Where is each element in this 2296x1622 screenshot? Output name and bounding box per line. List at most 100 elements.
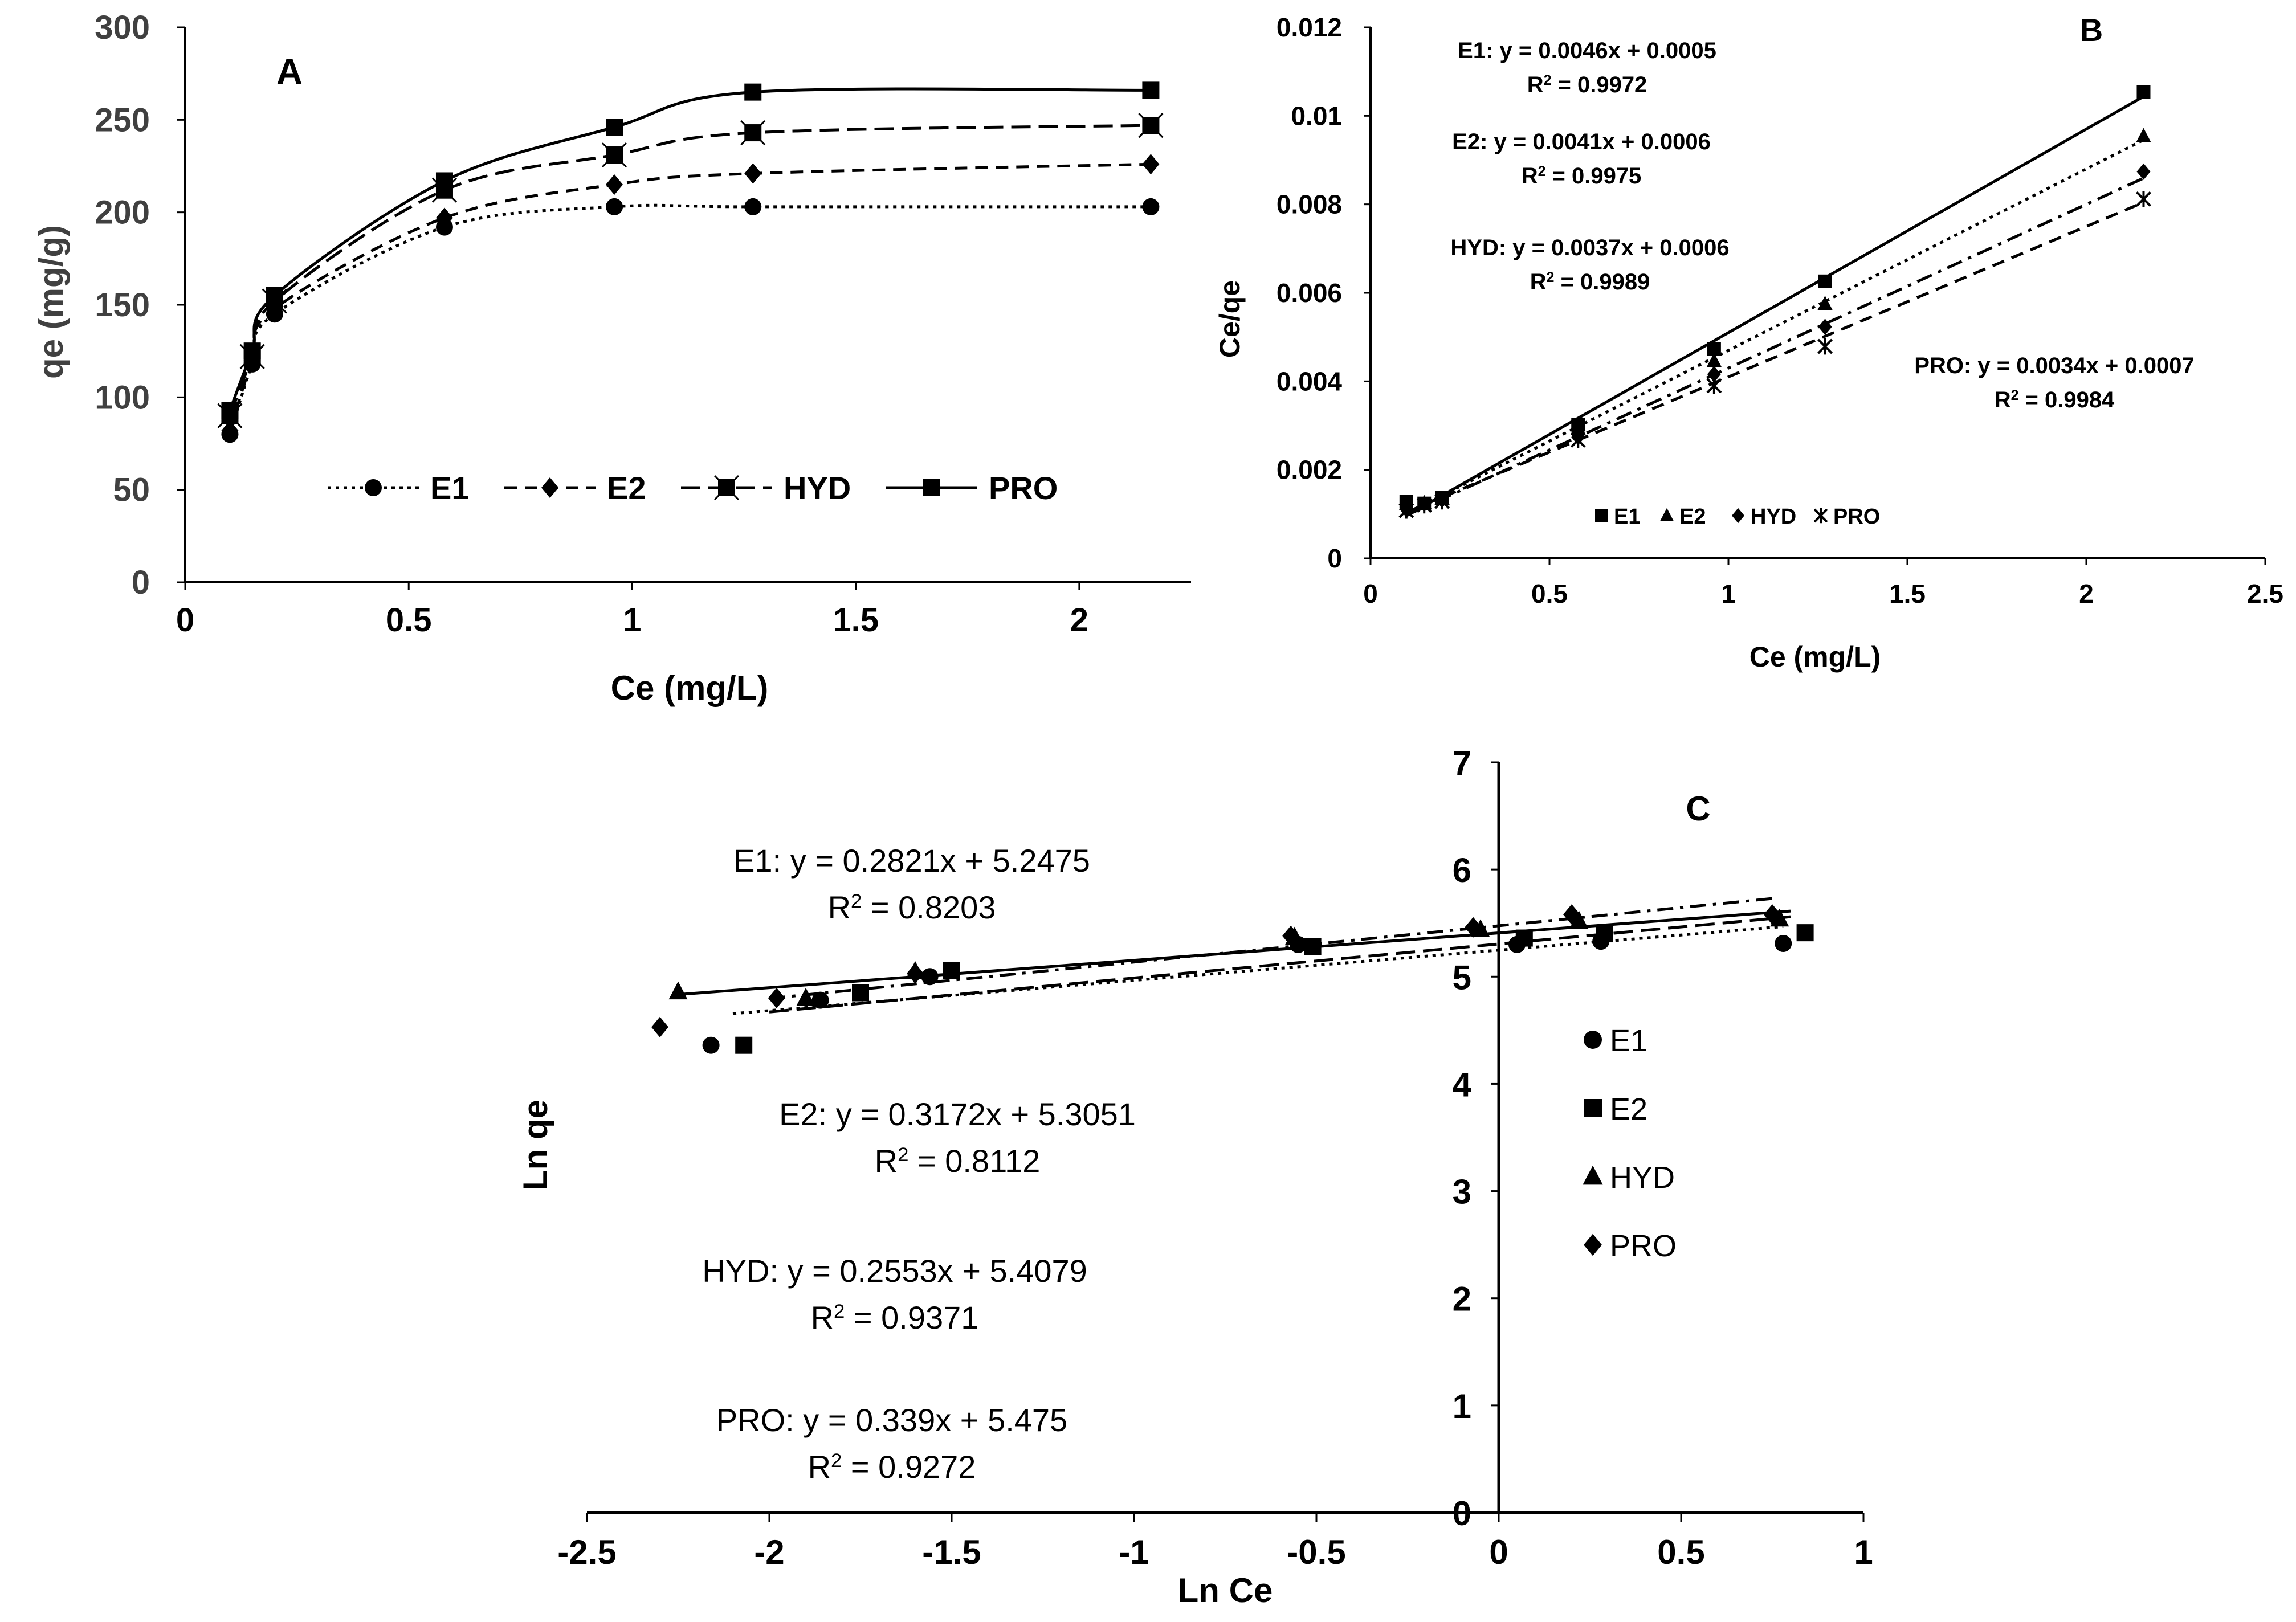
panel-c-point-e2 — [1796, 924, 1814, 942]
panel-c-equation-pro: PRO: y = 0.339x + 5.475 — [716, 1402, 1067, 1438]
panel-c-x-tick-label: -1 — [1119, 1533, 1149, 1571]
panel-c-x-tick-label: -0.5 — [1287, 1533, 1345, 1571]
panel-b-y-tick-label: 0.01 — [1291, 101, 1342, 130]
panel-b-legend-label-e2: E2 — [1679, 505, 1706, 529]
panel-c-x-tick-label: -2 — [754, 1533, 784, 1571]
panel-b-x-tick-label: 2.5 — [2247, 579, 2283, 608]
panel-c-point-hyd — [1770, 908, 1789, 927]
panel-a-legend-marker — [541, 477, 558, 498]
panel-b-x-axis-label: Ce (mg/L) — [1749, 641, 1881, 673]
panel-b-point-hyd — [1818, 318, 1832, 336]
panel-b-point-pro — [1434, 493, 1450, 510]
panel-c-point-pro — [1563, 904, 1580, 925]
panel-c-y-tick-label: 5 — [1453, 958, 1471, 996]
panel-c-legend-marker — [1584, 1031, 1602, 1049]
panel-b-point-hyd — [1707, 366, 1721, 383]
panel-a-x-tick-label: 0.5 — [386, 602, 432, 639]
panel-a-series-line-e2 — [229, 162, 1151, 431]
panel-b-equation-e2: E2: y = 0.0041x + 0.0006 — [1452, 129, 1711, 154]
panel-c-point-hyd — [1569, 910, 1589, 929]
panel-c-y-tick-label: 0 — [1453, 1494, 1471, 1533]
panel-b-r2-pro: R2 = 0.9984 — [1995, 387, 2115, 412]
panel-a-y-tick-label: 200 — [95, 194, 150, 231]
panel-b-point-pro — [1416, 497, 1432, 514]
panel-b-x-tick-label: 1 — [1721, 579, 1736, 608]
panel-a-series-line-e1 — [229, 203, 1151, 435]
panel-c-legend-label-e2: E2 — [1610, 1092, 1647, 1126]
panel-b-y-tick-label: 0.002 — [1277, 455, 1342, 485]
panel-a-letter: A — [276, 51, 303, 92]
panel-a-legend-label-pro: PRO — [989, 470, 1058, 506]
panel-a-legend-label-hyd: HYD — [784, 470, 851, 506]
panel-b-legend-marker — [1813, 508, 1828, 524]
panel-a-point-e2 — [744, 163, 762, 184]
panel-a-legend-label-e1: E1 — [430, 470, 470, 506]
panel-c-x-tick-label: -1.5 — [922, 1533, 981, 1571]
panel-c-point-e2 — [1304, 938, 1322, 955]
panel-b-legend-marker — [1595, 509, 1608, 522]
panel-c-point-hyd — [796, 987, 815, 1006]
panel-c-x-tick-label: 0.5 — [1657, 1533, 1704, 1571]
panel-c-y-tick-label: 7 — [1453, 744, 1471, 782]
panel-a-y-tick-label: 100 — [95, 379, 150, 416]
panel-c-point-pro — [651, 1016, 668, 1037]
panel-b-y-tick-label: 0.008 — [1277, 190, 1342, 219]
panel-c-point-e2 — [852, 984, 869, 1002]
panel-c-chart: 0 1 2 3 4 5 6 7 -2.5 -2 -1.5 -1 -0.5 0 0.5 1 Ln Ce Ln qe C… — [516, 744, 1873, 1609]
panel-a-y-tick-label: 250 — [95, 101, 150, 138]
panel-c-x-tick-label: 1 — [1854, 1533, 1873, 1571]
panel-c-point-e1 — [702, 1036, 720, 1054]
panel-b-equation-hyd: HYD: y = 0.0037x + 0.0006 — [1450, 235, 1729, 260]
panel-a-legend-marker-cross — [713, 475, 740, 501]
panel-a-chart: 0 50 100 150 200 250 300 0 0.5 1 1.5 2 Ce (mg/L) qe (… — [32, 9, 1191, 707]
panel-b-point-pro — [2136, 190, 2151, 207]
panel-c-point-e1 — [811, 991, 829, 1009]
panel-c-y-axis-label: Ln qe — [516, 1100, 554, 1191]
panel-b-y-tick-label: 0.006 — [1277, 278, 1342, 308]
panel-c-legend-marker — [1584, 1099, 1602, 1117]
panel-c-fit-line-hyd — [769, 915, 1791, 1014]
panel-b-letter: B — [2080, 12, 2103, 48]
panel-c-equation-hyd: HYD: y = 0.2553x + 5.4079 — [702, 1253, 1087, 1289]
panel-a-point-pro — [266, 287, 283, 304]
panel-a-point-hyd-cross — [1138, 113, 1164, 138]
panel-b-legend-marker — [1732, 508, 1744, 524]
panel-c-point-pro — [907, 963, 924, 984]
panel-c-y-tick-label: 6 — [1453, 851, 1471, 889]
panel-c-equation-e2: E2: y = 0.3172x + 5.3051 — [779, 1096, 1136, 1132]
panel-c-legend-label-e1: E1 — [1610, 1024, 1647, 1058]
panel-c-point-pro — [768, 987, 785, 1008]
panel-a-point-pro — [221, 402, 239, 419]
panel-b-point-e2 — [1817, 296, 1833, 310]
panel-a-point-hyd-cross — [602, 142, 627, 168]
panel-a-point-pro — [744, 83, 762, 101]
panel-a-y-tick-label: 150 — [95, 287, 150, 324]
panel-a-x-tick-label: 0 — [176, 602, 194, 639]
panel-b-equation-e1: E1: y = 0.0046x + 0.0005 — [1458, 38, 1716, 63]
panel-c-r2-e1: R2 = 0.8203 — [828, 889, 996, 925]
panel-b-x-tick-label: 1.5 — [1889, 579, 1926, 608]
panel-a-point-pro — [243, 342, 261, 360]
panel-b-x-tick-label: 2 — [2079, 579, 2094, 608]
panel-a-point-hyd-cross — [740, 120, 766, 146]
panel-c-point-e2 — [735, 1036, 753, 1054]
panel-b-point-pro — [1706, 377, 1722, 394]
panel-c-point-e2 — [1515, 929, 1533, 947]
panel-b-y-tick-label: 0.004 — [1277, 366, 1343, 396]
panel-a-legend-marker — [365, 479, 382, 496]
panel-a-y-tick-label: 50 — [113, 472, 150, 509]
panel-a-point-pro — [1142, 81, 1160, 99]
panel-a-legend-label-e2: E2 — [607, 470, 646, 506]
panel-c-point-e2 — [943, 961, 960, 979]
panel-b-fit-line-hyd — [1405, 177, 2144, 517]
panel-b-legend-label-hyd: HYD — [1751, 505, 1796, 529]
panel-c-point-e1 — [1775, 934, 1792, 952]
panel-c-legend-marker — [1583, 1165, 1603, 1185]
panel-a-point-e2 — [1142, 154, 1160, 175]
panel-b-legend-marker — [1659, 508, 1674, 521]
panel-c-y-tick-label: 3 — [1453, 1173, 1471, 1211]
panel-a-point-e1 — [606, 198, 623, 215]
panel-c-legend-label-hyd: HYD — [1610, 1161, 1675, 1195]
panel-c-legend-marker — [1584, 1233, 1602, 1256]
